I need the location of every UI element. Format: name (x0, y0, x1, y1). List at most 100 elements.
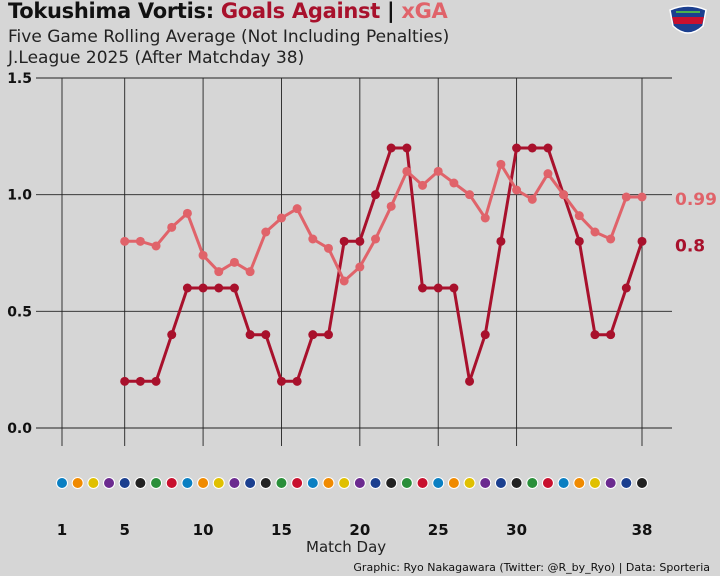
opponent-crest-icon (322, 477, 335, 489)
title-goals-against: Goals Against (220, 0, 380, 23)
y-tick-label: 0.5 (7, 304, 32, 320)
xga-point (339, 276, 349, 286)
xga-point (355, 262, 365, 272)
goals-against-point (151, 376, 161, 386)
title-team: Tokushima Vortis: (8, 0, 214, 23)
team-logo (669, 5, 707, 34)
opponent-crest-icon (400, 477, 413, 489)
goals-against-point (355, 236, 365, 246)
goals-against-point (574, 236, 584, 246)
goals-against-point (496, 236, 506, 246)
xga-point (120, 236, 130, 246)
goals-against-point (214, 283, 224, 293)
goals-against-point (308, 330, 318, 340)
x-tick-label: 38 (632, 521, 653, 539)
goals-against-point (135, 376, 145, 386)
xga-point (512, 185, 522, 195)
y-tick-label: 1.0 (7, 188, 32, 204)
chart-title: Tokushima Vortis: Goals Against | xGA (8, 0, 448, 23)
goals-against-point (339, 236, 349, 246)
opponent-crest-icon (588, 477, 601, 489)
opponent-crest-icon (291, 477, 304, 489)
goals-against-point (371, 190, 381, 200)
x-tick-label: 30 (506, 521, 527, 539)
opponent-crest-icon (447, 477, 460, 489)
goals-against-point (167, 330, 177, 340)
goals-against-line (124, 146, 644, 383)
x-tick-label: 1 (57, 521, 67, 539)
xga-line (124, 162, 642, 283)
x-tick-label: 15 (271, 521, 292, 539)
opponent-crest-icon (573, 477, 586, 489)
xga-point (323, 243, 333, 253)
xga-point (308, 234, 318, 244)
opponent-crest-icon (212, 477, 225, 489)
xga-point (606, 234, 616, 244)
goals-against-point (198, 283, 208, 293)
xga-point (182, 208, 192, 218)
xga-point (371, 234, 381, 244)
goals-against-point (402, 143, 412, 153)
goals-against-point (590, 330, 600, 340)
opponent-crest-icon (338, 477, 351, 489)
xga-point (151, 241, 161, 251)
xga-point (292, 204, 302, 214)
xga-point (559, 190, 569, 200)
opponent-crest-icon (259, 477, 272, 489)
xga-point (621, 192, 631, 202)
goals-against-point (621, 283, 631, 293)
xga-point (496, 159, 506, 169)
chart-subtitle: Five Game Rolling Average (Not Including… (8, 27, 450, 47)
x-axis-label: Match Day (306, 538, 387, 556)
x-tick-label: 20 (349, 521, 370, 539)
xga-point (198, 250, 208, 260)
xga-point (543, 169, 553, 179)
goals-against-point (292, 376, 302, 386)
title-xga: xGA (401, 0, 448, 23)
goals-against-point (512, 143, 522, 153)
opponent-crest-icon (306, 477, 319, 489)
x-tick-label: 10 (193, 521, 214, 539)
xga-point (386, 201, 396, 211)
goals-against-point (465, 376, 475, 386)
opponent-crest-icon (557, 477, 570, 489)
opponent-crest-icon (463, 477, 476, 489)
y-tick-label: 0.0 (7, 421, 32, 437)
opponent-crest-icon (118, 477, 131, 489)
x-tick-label: 25 (428, 521, 449, 539)
opponent-crest-icon (197, 477, 210, 489)
x-tick-label: 5 (119, 521, 129, 539)
goals-against-point (229, 283, 239, 293)
opponent-crest-icon (275, 477, 288, 489)
opponent-crest-icon (636, 477, 648, 489)
xga-point (214, 267, 224, 277)
goals-against-point (527, 143, 537, 153)
xga-point (418, 180, 428, 190)
opponent-crest-icon (510, 477, 523, 489)
opponent-crest-icon (56, 477, 68, 489)
opponent-crest-icon (103, 477, 116, 489)
opponent-crest-icon (71, 477, 84, 489)
opponent-crest-icon (479, 477, 492, 489)
goals-against-point (386, 143, 396, 153)
goals-against-end-label: 0.8 (675, 236, 705, 256)
opponent-crest-icon (385, 477, 398, 489)
goals-against-point (182, 283, 192, 293)
goals-against-point (120, 376, 130, 386)
goals-against-point (323, 330, 333, 340)
xga-point (167, 222, 177, 232)
xga-point (402, 166, 412, 176)
xga-point (480, 213, 490, 223)
xga-end-label: 0.99 (675, 190, 717, 210)
goals-against-point (418, 283, 428, 293)
goals-against-point (261, 330, 271, 340)
xga-point (433, 166, 443, 176)
opponent-crest-icon (181, 477, 194, 489)
opponent-crest-icon (228, 477, 241, 489)
goals-against-point (245, 330, 255, 340)
opponent-crest-icon (353, 477, 366, 489)
title-separator: | (386, 0, 395, 23)
opponent-crest-icon (165, 477, 178, 489)
opponent-crest-icon (494, 477, 507, 489)
